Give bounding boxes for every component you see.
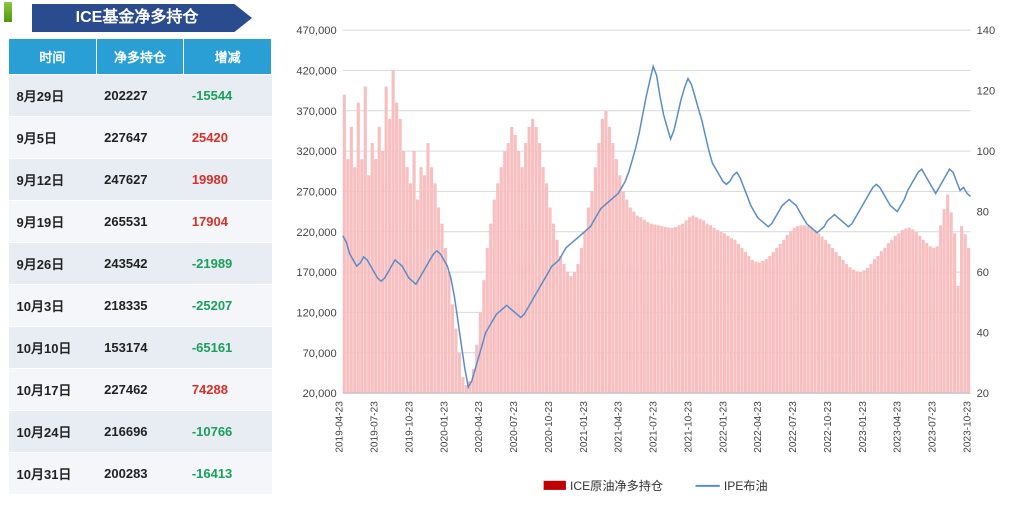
svg-text:2021-04-23: 2021-04-23: [614, 401, 625, 453]
layout: 时间 净多持仓 增减 8月29日202227-155449月5日22764725…: [0, 0, 1017, 508]
cell-pos: 247627: [96, 159, 184, 201]
svg-text:120,000: 120,000: [296, 307, 336, 319]
svg-text:2021-10-23: 2021-10-23: [683, 401, 694, 453]
svg-text:120: 120: [977, 86, 996, 98]
svg-text:70,000: 70,000: [303, 348, 337, 360]
svg-text:320,000: 320,000: [296, 146, 336, 158]
table-row: 9月19日26553117904: [9, 201, 272, 243]
cell-chg: -65161: [184, 327, 272, 369]
cell-date: 10月31日: [9, 453, 97, 495]
svg-text:140: 140: [977, 25, 996, 37]
table-row: 9月26日243542-21989: [9, 243, 272, 285]
table-row: 10月31日200283-16413: [9, 453, 272, 495]
chart-panel: 20,000 70,000 120,000 170,000 220,000 270,000…: [280, 0, 1017, 508]
svg-text:2021-07-23: 2021-07-23: [649, 401, 660, 453]
col-date: 时间: [9, 39, 97, 75]
svg-text:2019-04-23: 2019-04-23: [335, 401, 346, 453]
cell-date: 9月5日: [9, 117, 97, 159]
svg-text:2022-10-23: 2022-10-23: [823, 401, 834, 453]
cell-date: 10月3日: [9, 285, 97, 327]
cell-chg: -16413: [184, 453, 272, 495]
cell-chg: 19980: [184, 159, 272, 201]
cell-date: 8月29日: [9, 75, 97, 117]
svg-text:2022-04-23: 2022-04-23: [753, 401, 764, 453]
svg-text:40: 40: [977, 328, 989, 340]
cell-chg: 17904: [184, 201, 272, 243]
cell-pos: 202227: [96, 75, 184, 117]
svg-text:20,000: 20,000: [303, 388, 337, 400]
table-row: 8月29日202227-15544: [9, 75, 272, 117]
svg-text:2020-04-23: 2020-04-23: [474, 401, 485, 453]
svg-text:IPE布油: IPE布油: [724, 479, 768, 493]
table-row: 9月12日24762719980: [9, 159, 272, 201]
svg-text:2023-10-23: 2023-10-23: [962, 401, 973, 453]
cell-chg: -10766: [184, 411, 272, 453]
svg-text:220,000: 220,000: [296, 227, 336, 239]
page-title: ICE基金净多持仓: [32, 4, 252, 32]
col-chg: 增减: [184, 39, 272, 75]
svg-text:2022-01-23: 2022-01-23: [718, 401, 729, 453]
accent-bar: [4, 2, 12, 22]
svg-text:470,000: 470,000: [296, 25, 336, 37]
table-row: 10月3日218335-25207: [9, 285, 272, 327]
cell-chg: -21989: [184, 243, 272, 285]
cell-chg: 25420: [184, 117, 272, 159]
cell-pos: 227647: [96, 117, 184, 159]
svg-text:270,000: 270,000: [296, 186, 336, 198]
svg-text:370,000: 370,000: [296, 106, 336, 118]
svg-text:2019-07-23: 2019-07-23: [370, 401, 381, 453]
svg-text:2020-07-23: 2020-07-23: [509, 401, 520, 453]
svg-text:60: 60: [977, 267, 989, 279]
svg-text:20: 20: [977, 388, 989, 400]
cell-pos: 153174: [96, 327, 184, 369]
svg-text:2022-07-23: 2022-07-23: [788, 401, 799, 453]
cell-date: 9月12日: [9, 159, 97, 201]
positions-table: 时间 净多持仓 增减 8月29日202227-155449月5日22764725…: [8, 38, 272, 495]
svg-text:170,000: 170,000: [296, 267, 336, 279]
cell-chg: -25207: [184, 285, 272, 327]
svg-text:100: 100: [977, 146, 996, 158]
col-pos: 净多持仓: [96, 39, 184, 75]
svg-text:2021-01-23: 2021-01-23: [579, 401, 590, 453]
svg-text:2020-10-23: 2020-10-23: [544, 401, 555, 453]
cell-date: 10月24日: [9, 411, 97, 453]
table-row: 10月10日153174-65161: [9, 327, 272, 369]
table-row: 9月5日22764725420: [9, 117, 272, 159]
cell-date: 10月17日: [9, 369, 97, 411]
svg-text:420,000: 420,000: [296, 65, 336, 77]
table-row: 10月17日22746274288: [9, 369, 272, 411]
cell-chg: 74288: [184, 369, 272, 411]
cell-date: 9月26日: [9, 243, 97, 285]
svg-text:2023-07-23: 2023-07-23: [928, 401, 939, 453]
cell-chg: -15544: [184, 75, 272, 117]
svg-text:ICE原油净多持仓: ICE原油净多持仓: [570, 478, 663, 493]
cell-pos: 218335: [96, 285, 184, 327]
cell-pos: 200283: [96, 453, 184, 495]
combo-chart: 20,000 70,000 120,000 170,000 220,000 270,000…: [282, 20, 1011, 504]
svg-text:2023-01-23: 2023-01-23: [858, 401, 869, 453]
cell-pos: 243542: [96, 243, 184, 285]
cell-pos: 216696: [96, 411, 184, 453]
cell-pos: 227462: [96, 369, 184, 411]
cell-date: 9月19日: [9, 201, 97, 243]
table-panel: 时间 净多持仓 增减 8月29日202227-155449月5日22764725…: [0, 0, 280, 508]
svg-text:2023-04-23: 2023-04-23: [893, 401, 904, 453]
svg-text:80: 80: [977, 207, 989, 219]
cell-date: 10月10日: [9, 327, 97, 369]
cell-pos: 265531: [96, 201, 184, 243]
svg-text:2020-01-23: 2020-01-23: [439, 401, 450, 453]
table-row: 10月24日216696-10766: [9, 411, 272, 453]
svg-text:2019-10-23: 2019-10-23: [404, 401, 415, 453]
